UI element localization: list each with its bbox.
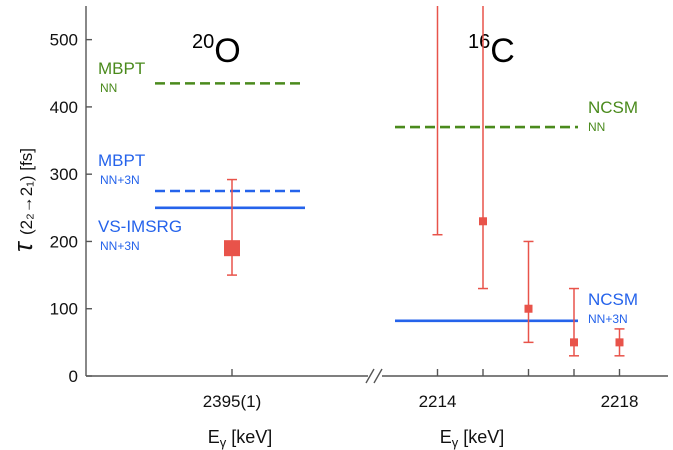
y-tick-label: 200 [50,232,78,251]
prediction-sublabel: NN [100,81,117,95]
x-tick-label: 2214 [419,392,457,411]
y-tick-label: 500 [50,31,78,50]
data-point [224,240,240,257]
prediction-label: NCSM [588,290,638,309]
data-point [615,338,624,347]
x-tick-label: 2218 [601,392,639,411]
prediction-sublabel: NN+3N [100,173,140,187]
prediction-sublabel: NN+3N [100,239,140,253]
data-point [479,217,487,226]
data-point [570,338,578,347]
prediction-sublabel: NN+3N [588,312,628,326]
x-axis-title: Eγ [keV] [440,427,505,450]
prediction-sublabel: NN [588,120,605,134]
y-axis-title: τ (2₂→2₁) [fs] [8,148,38,252]
prediction-label: NCSM [588,98,638,117]
prediction-label: VS-IMSRG [98,217,182,236]
nucleus-label: 20O [192,31,241,70]
axis-break-mark [373,368,383,384]
y-tick-label: 400 [50,98,78,117]
axis-break-mark [365,368,375,384]
data-point [524,304,533,313]
nucleus-label: 16C [468,31,515,70]
y-tick-label: 300 [50,165,78,184]
y-tick-label: 0 [69,367,78,386]
x-tick-label: 2395(1) [203,392,262,411]
prediction-label: MBPT [98,59,145,78]
y-tick-label: 100 [50,300,78,319]
prediction-label: MBPT [98,151,145,170]
x-axis-title: Eγ [keV] [208,427,273,450]
